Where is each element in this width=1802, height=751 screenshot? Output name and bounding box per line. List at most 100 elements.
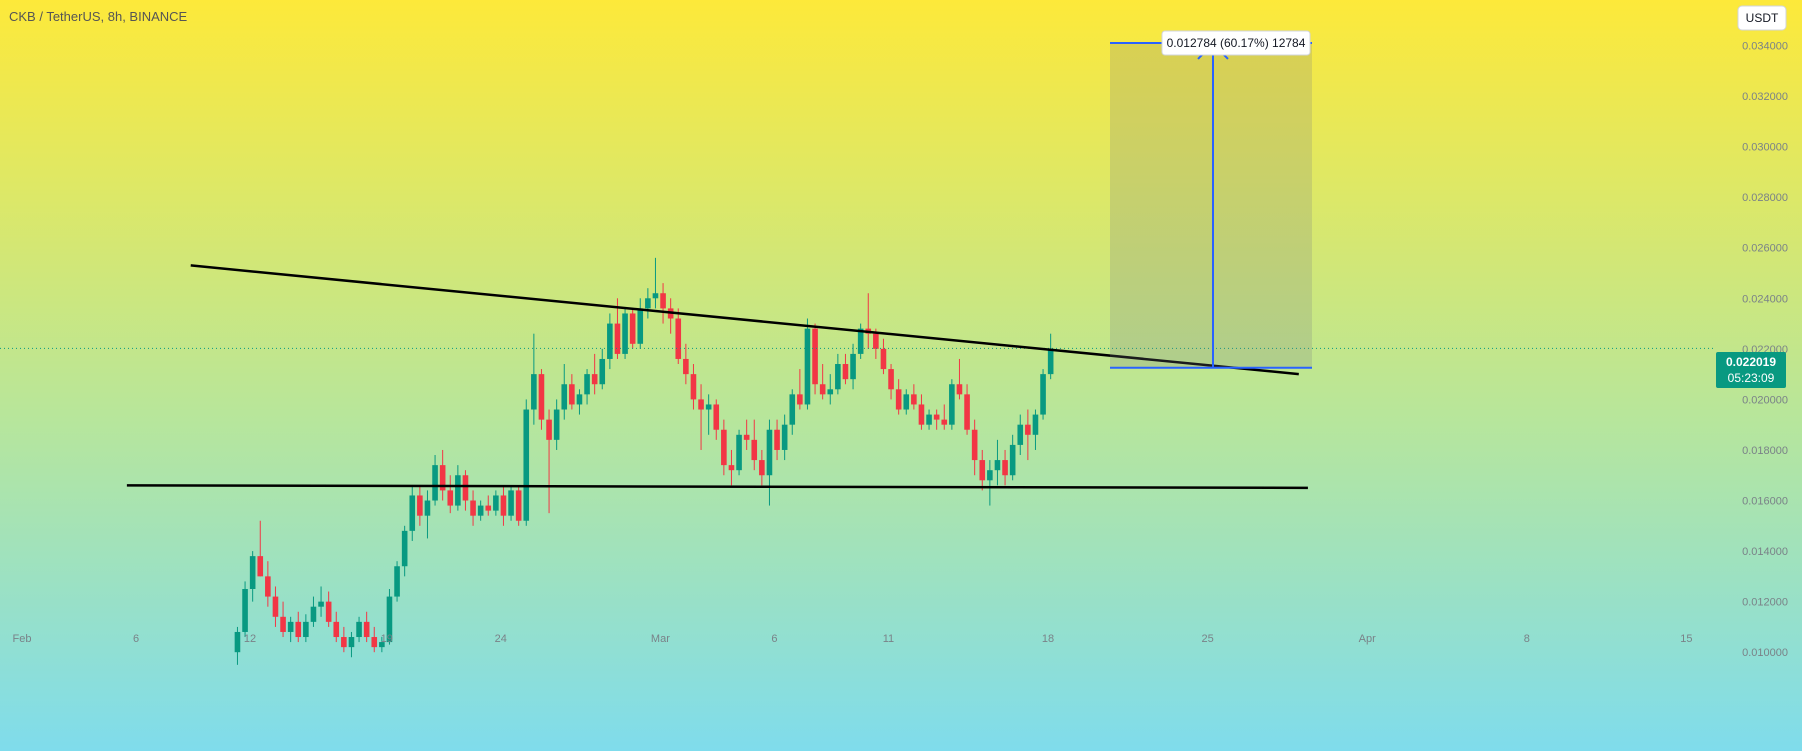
candle-body [386,596,393,643]
candle [964,384,970,435]
x-tick-label: 11 [883,633,894,645]
candle [455,465,461,511]
candle [987,460,993,506]
candle [303,614,309,643]
candle [903,389,910,415]
candle-body [341,637,347,648]
candle-body [835,364,841,390]
candle [363,611,370,643]
candle-body [766,429,773,476]
candle-body [690,374,697,400]
candle [751,419,758,471]
candle-body [523,409,530,521]
candle [1017,414,1024,456]
x-tick-label: 6 [133,633,139,645]
candle-body [941,419,948,425]
candle-body [850,353,856,380]
candle [1040,369,1046,420]
candle [888,364,894,400]
candle-body [417,495,423,516]
candle-body [698,399,704,410]
y-tick-label: 0.014000 [1742,546,1788,558]
candle-body [1040,374,1046,415]
candle [1002,449,1008,486]
candle [766,419,773,506]
x-tick-label: 15 [1680,633,1692,645]
candle-body [994,460,1001,471]
candle-body [356,621,362,638]
time-axis[interactable]: Feb6121924Mar6111825Apr81522 [13,633,1802,645]
y-tick-label: 0.018000 [1742,445,1788,457]
candle-body [272,596,279,617]
candle-body [660,293,666,309]
currency-button[interactable]: USDT [1737,5,1787,31]
candle [257,520,264,577]
symbol-title: CKB / TetherUS, 8h, BINANCE [9,9,188,24]
candle [759,449,765,486]
candle-body [333,621,340,638]
candle [485,495,492,516]
candle-body [637,308,644,344]
x-tick-label: 18 [1042,633,1054,645]
candle-body [394,566,400,597]
candle-body [455,475,461,506]
candle [538,369,545,430]
x-tick-label: Feb [13,633,32,645]
candle-body [728,465,735,471]
candle [280,601,286,638]
candle-body [743,434,750,440]
candle-body [721,429,727,466]
x-tick-label: Mar [651,633,670,645]
candle [295,611,302,643]
candle-body [789,394,796,425]
drawing-overlays [0,41,1716,490]
candle [447,475,454,514]
candle [827,374,834,405]
candle-body [249,556,256,589]
candle-body [371,637,378,648]
candle [645,288,651,319]
candle [508,485,514,521]
y-tick-label: 0.028000 [1742,192,1788,204]
candle [675,308,682,365]
candle-body [911,394,917,405]
candle-body [515,490,522,521]
candle-body [622,313,628,354]
candle-body [531,374,537,410]
candle [690,364,697,410]
candle [895,379,902,415]
candle [956,358,963,400]
candle [713,399,720,440]
candle-body [561,384,568,410]
x-tick-label: 12 [244,633,256,645]
candle-body [295,621,302,638]
y-tick-label: 0.012000 [1742,597,1788,609]
candle-body [348,637,355,648]
candle-body [827,389,834,395]
candle [629,308,636,349]
candle-body [553,409,560,440]
candle [857,323,864,359]
candle-body [599,358,606,385]
x-tick-label: 6 [771,633,777,645]
candle-body [652,293,659,299]
candle [774,419,780,461]
candle-body [1009,444,1016,476]
candle [926,409,932,430]
candle [705,394,712,435]
candle-body [432,465,438,501]
candle [394,561,400,602]
candle [401,525,408,577]
support-line [126,484,1308,490]
candle [1009,434,1016,481]
candle [819,364,826,400]
candle [941,404,948,430]
candle [911,384,917,410]
candle [721,419,727,476]
candle [637,298,644,349]
candle-body [1032,414,1039,435]
y-tick-label: 0.034000 [1742,41,1788,53]
candle [470,490,476,526]
candle-body [797,394,803,405]
